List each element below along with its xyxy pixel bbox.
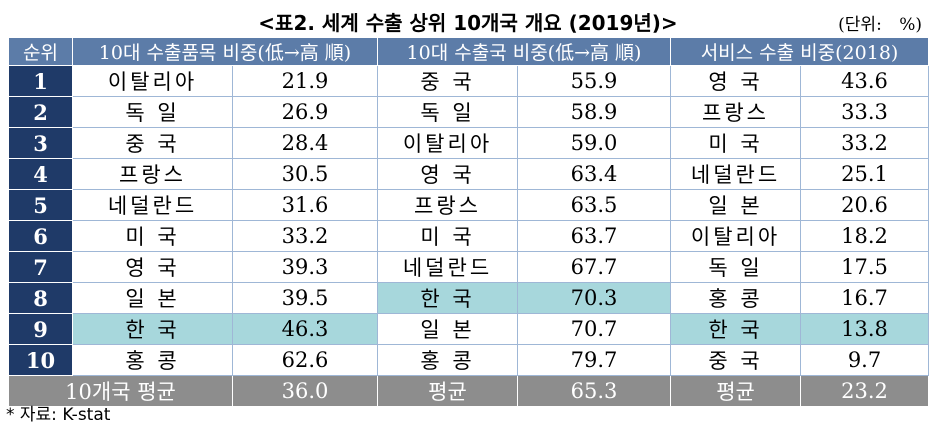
country-cell: 일 본 bbox=[72, 282, 233, 314]
value-cell: 9.7 bbox=[800, 344, 930, 376]
value-cell: 39.5 bbox=[232, 282, 378, 314]
rank-cell: 10 bbox=[8, 344, 73, 376]
country-cell: 미 국 bbox=[670, 127, 802, 159]
rank-cell: 2 bbox=[8, 96, 73, 128]
header-row: 순위 10대 수출품목 비중(低→高 順) 10대 수출국 비중(低→高 順) 서비스… bbox=[8, 37, 930, 66]
title: <표2. 세계 수출 상위 10개국 개요 (2019년)> bbox=[258, 11, 678, 35]
country-cell: 독 일 bbox=[670, 251, 802, 283]
rank-cell: 9 bbox=[8, 313, 73, 345]
country-cell: 일 본 bbox=[670, 189, 802, 221]
value-cell: 16.7 bbox=[800, 282, 930, 314]
country-cell: 홍 콩 bbox=[72, 344, 233, 376]
table-row: 1 이탈리아 21.9 중 국 55.9 영 국 43.6 bbox=[8, 65, 930, 97]
value-cell: 67.7 bbox=[516, 251, 672, 283]
country-cell: 이탈리아 bbox=[377, 127, 518, 159]
value-cell: 30.5 bbox=[232, 158, 378, 190]
country-cell: 중 국 bbox=[377, 65, 518, 97]
table-row: 10 홍 콩 62.6 홍 콩 79.7 중 국 9.7 bbox=[8, 344, 930, 376]
country-cell: 이탈리아 bbox=[670, 220, 802, 252]
footer-cell: 10개국 평균 bbox=[8, 375, 233, 407]
country-cell: 네덜란드 bbox=[377, 251, 518, 283]
value-cell: 70.7 bbox=[516, 313, 672, 345]
country-cell: 영 국 bbox=[72, 251, 233, 283]
value-cell: 31.6 bbox=[232, 189, 378, 221]
footer-cell: 평균 bbox=[670, 375, 802, 407]
header-cell: 서비스 수출 비중(2018) bbox=[670, 37, 930, 66]
value-cell: 63.5 bbox=[516, 189, 672, 221]
footer-cell: 평균 bbox=[377, 375, 518, 407]
table-body: 1 이탈리아 21.9 중 국 55.9 영 국 43.6 2 독 일 26.9 독 일 58.9 프랑… bbox=[8, 65, 930, 407]
country-cell: 네덜란드 bbox=[670, 158, 802, 190]
value-cell: 25.1 bbox=[800, 158, 930, 190]
value-cell: 55.9 bbox=[516, 65, 672, 97]
country-cell: 프랑스 bbox=[72, 158, 233, 190]
rank-cell: 4 bbox=[8, 158, 73, 190]
country-cell: 한 국 bbox=[72, 313, 233, 345]
header-cell: 순위 bbox=[8, 37, 73, 66]
value-cell: 17.5 bbox=[800, 251, 930, 283]
country-cell: 프랑스 bbox=[377, 189, 518, 221]
value-cell: 20.6 bbox=[800, 189, 930, 221]
country-cell: 미 국 bbox=[377, 220, 518, 252]
country-cell: 중 국 bbox=[72, 127, 233, 159]
country-cell: 영 국 bbox=[377, 158, 518, 190]
country-cell: 영 국 bbox=[670, 65, 802, 97]
footer-cell: 23.2 bbox=[800, 375, 930, 407]
rank-cell: 5 bbox=[8, 189, 73, 221]
table-row: 4 프랑스 30.5 영 국 63.4 네덜란드 25.1 bbox=[8, 158, 930, 190]
country-cell: 프랑스 bbox=[670, 96, 802, 128]
value-cell: 43.6 bbox=[800, 65, 930, 97]
table: 순위 10대 수출품목 비중(低→高 順) 10대 수출국 비중(低→高 順) 서비스… bbox=[8, 37, 930, 407]
rank-cell: 6 bbox=[8, 220, 73, 252]
footer-cell: 36.0 bbox=[232, 375, 378, 407]
country-cell: 중 국 bbox=[670, 344, 802, 376]
value-cell: 18.2 bbox=[800, 220, 930, 252]
country-cell: 홍 콩 bbox=[377, 344, 518, 376]
country-cell: 미 국 bbox=[72, 220, 233, 252]
country-cell: 이탈리아 bbox=[72, 65, 233, 97]
country-cell: 독 일 bbox=[377, 96, 518, 128]
value-cell: 79.7 bbox=[516, 344, 672, 376]
country-cell: 독 일 bbox=[72, 96, 233, 128]
value-cell: 21.9 bbox=[232, 65, 378, 97]
value-cell: 59.0 bbox=[516, 127, 672, 159]
value-cell: 33.2 bbox=[232, 220, 378, 252]
value-cell: 63.4 bbox=[516, 158, 672, 190]
value-cell: 63.7 bbox=[516, 220, 672, 252]
source: * 자료: K-stat bbox=[6, 405, 111, 425]
country-cell: 네덜란드 bbox=[72, 189, 233, 221]
rank-cell: 7 bbox=[8, 251, 73, 283]
footer-row: 10개국 평균 36.0 평균 65.3 평균 23.2 bbox=[8, 375, 930, 407]
value-cell: 26.9 bbox=[232, 96, 378, 128]
header-cell: 10대 수출국 비중(低→高 順) bbox=[376, 37, 672, 66]
country-cell: 일 본 bbox=[377, 313, 518, 345]
rank-cell: 3 bbox=[8, 127, 73, 159]
country-cell: 한 국 bbox=[377, 282, 518, 314]
value-cell: 62.6 bbox=[232, 344, 378, 376]
value-cell: 33.3 bbox=[800, 96, 930, 128]
unit: (단위: %) bbox=[838, 15, 922, 35]
country-cell: 홍 콩 bbox=[670, 282, 802, 314]
rank-cell: 1 bbox=[8, 65, 73, 97]
rank-cell: 8 bbox=[8, 282, 73, 314]
value-cell: 70.3 bbox=[516, 282, 672, 314]
value-cell: 39.3 bbox=[232, 251, 378, 283]
value-cell: 46.3 bbox=[232, 313, 378, 345]
table-row: 5 네덜란드 31.6 프랑스 63.5 일 본 20.6 bbox=[8, 189, 930, 221]
value-cell: 28.4 bbox=[232, 127, 378, 159]
value-cell: 13.8 bbox=[800, 313, 930, 345]
value-cell: 58.9 bbox=[516, 96, 672, 128]
header-cell: 10대 수출품목 비중(低→高 順) bbox=[72, 37, 378, 66]
country-cell: 한 국 bbox=[670, 313, 802, 345]
value-cell: 33.2 bbox=[800, 127, 930, 159]
footer-cell: 65.3 bbox=[516, 375, 672, 407]
